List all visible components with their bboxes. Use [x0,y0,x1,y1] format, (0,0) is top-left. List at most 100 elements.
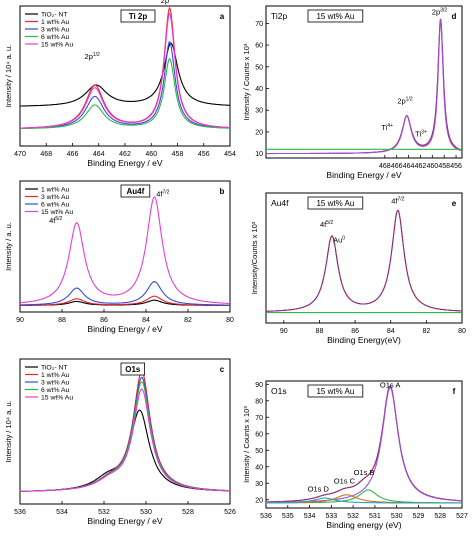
peak-annotation: 2p3/2 [432,8,448,17]
peak-annotation: O1s C [334,476,356,485]
plot-frame [19,180,231,313]
x-axis-label: Binding Energy / eV [87,324,162,334]
y-tick-label: 20 [255,497,263,504]
legend-entry: TiO₂- NT [41,365,68,372]
panel-letter: b [220,187,225,196]
legend-entry: 15 wt% Au [41,42,73,49]
series-line [20,42,230,107]
peak-annotation: O1s D [308,485,330,494]
peak-annotation: 4f7/2 [391,196,404,205]
x-tick-label: 456 [450,163,462,170]
y-axis-label: Intensity / 10⁴ a. u. [4,45,13,107]
x-tick-label: 531 [369,513,381,520]
x-tick-label: 460 [426,163,438,170]
plot-frame [19,358,231,505]
peak-annotation: 4f7/2 [156,190,169,199]
x-tick-label: 526 [224,509,236,516]
annotation-superscript: 7/2 [398,196,405,202]
title-box [307,384,364,398]
x-tick-label: 84 [142,317,150,324]
series-line [266,19,463,155]
y-tick-label: 30 [255,108,263,115]
y-tick-label: 40 [255,86,263,93]
x-tick-label: 534 [56,509,68,516]
peak-annotation: 2p3/2 [161,0,177,5]
y-tick-label: 70 [255,415,263,422]
legend-entry: 6 wt% Au [41,202,70,209]
x-tick-label: 88 [316,328,324,335]
y-tick-label: 80 [255,398,263,405]
series-line [20,196,230,305]
panel-letter: e [452,199,457,208]
x-tick-label: 462 [119,151,131,158]
x-tick-label: 530 [140,509,152,516]
plot-frame [19,5,231,147]
panel-letter: f [453,387,456,396]
title-box [120,362,146,376]
boxed-title: Au4f [127,187,145,196]
panel-title: O1s [271,386,287,396]
x-tick-label: 458 [438,163,450,170]
annotation-superscript: 3+ [421,129,427,135]
y-tick-label: 10 [255,151,263,158]
x-tick-label: 82 [184,317,192,324]
x-tick-label: 86 [100,317,108,324]
legend-entry: TiO₂- NT [41,12,68,19]
peak-annotation: 4f5/2 [49,216,62,225]
legend-entry: 15 wt% Au [41,395,73,402]
plot-frame [265,192,463,324]
panel-title: Au4f [271,198,289,208]
x-tick-label: 534 [304,513,316,520]
y-tick-label: 60 [255,43,263,50]
x-axis-label: Binding Energy / eV [326,170,401,180]
annotation-superscript: 5/2 [326,220,333,226]
y-tick-label: 50 [255,448,263,455]
x-axis-label: Binding energy (eV) [326,520,401,530]
x-tick-label: 466 [391,163,403,170]
y-tick-label: 60 [255,431,263,438]
annotation-superscript: 1/2 [93,52,100,58]
peak-annotation: O1s B [354,468,375,477]
panel-c: 536 534 532 530 528 526 Binding Energy / eV Int… [4,358,236,526]
annotation-superscript: 7/2 [162,190,169,196]
x-tick-label: 535 [282,513,294,520]
x-tick-label: 458 [172,151,184,158]
x-tick-label: 88 [58,317,66,324]
series-line [20,295,230,306]
x-tick-label: 460 [145,151,157,158]
series-line [20,281,230,306]
title-box [307,9,364,23]
y-axis-label: Intensity / Counts x 10³ [242,43,251,120]
panel-title: Ti2p [271,11,287,21]
peak-annotation: Au0 [333,235,345,244]
x-tick-label: 86 [351,328,359,335]
boxed-title: O1s [125,365,141,374]
series-line [20,12,231,129]
legend-entry: 3 wt% Au [41,27,70,34]
panel-b: 90 88 86 84 82 80 Binding Energy / eV Intensity… [4,180,234,334]
peak-annotation: Ti4+ [381,123,393,132]
boxed-title: 15 wt% Au [316,199,354,208]
peak-annotation: O1s A [380,381,400,390]
x-tick-label: 536 [14,509,26,516]
title-box [120,9,156,23]
x-tick-label: 532 [347,513,359,520]
x-tick-label: 464 [403,163,415,170]
panel-letter: c [220,365,225,374]
panel-letter: a [220,12,225,21]
boxed-title: Ti 2p [129,12,148,21]
x-tick-label: 530 [391,513,403,520]
series-line [20,40,231,129]
y-axis-label: Intensity / a. u. [4,222,13,271]
x-tick-label: 532 [98,509,110,516]
x-tick-label: 464 [93,151,105,158]
x-tick-label: 470 [14,151,26,158]
y-tick-label: 50 [255,64,263,71]
x-tick-label: 90 [280,328,288,335]
annotation-superscript: 0 [342,235,345,241]
annotation-superscript: 3/2 [169,0,176,2]
title-box [307,196,364,210]
y-axis-label: Intensity / 10⁴ a. u. [4,400,13,462]
x-tick-label: 454 [224,151,236,158]
